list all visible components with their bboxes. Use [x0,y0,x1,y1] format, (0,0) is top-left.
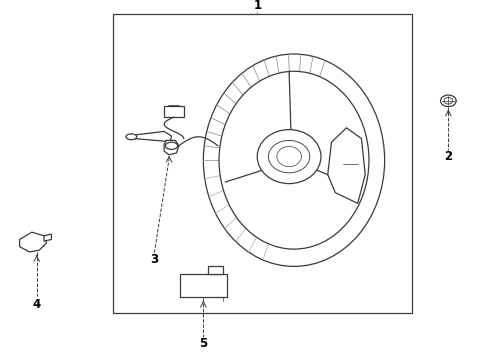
Ellipse shape [269,140,310,173]
Ellipse shape [219,71,369,249]
Text: 2: 2 [444,150,452,163]
Polygon shape [44,234,51,241]
Polygon shape [135,131,171,141]
Circle shape [441,95,456,107]
Polygon shape [20,232,47,252]
Polygon shape [180,274,226,297]
Text: 3: 3 [150,253,158,266]
Polygon shape [328,128,365,203]
Text: 5: 5 [199,337,207,350]
Polygon shape [164,140,179,155]
Ellipse shape [203,54,385,266]
Ellipse shape [166,142,177,149]
Polygon shape [164,106,184,117]
Bar [113,14,412,313]
Polygon shape [208,266,223,274]
Text: 4: 4 [33,298,41,311]
Text: 1: 1 [253,0,261,12]
Ellipse shape [257,130,321,184]
Circle shape [444,98,453,104]
Ellipse shape [126,134,137,140]
